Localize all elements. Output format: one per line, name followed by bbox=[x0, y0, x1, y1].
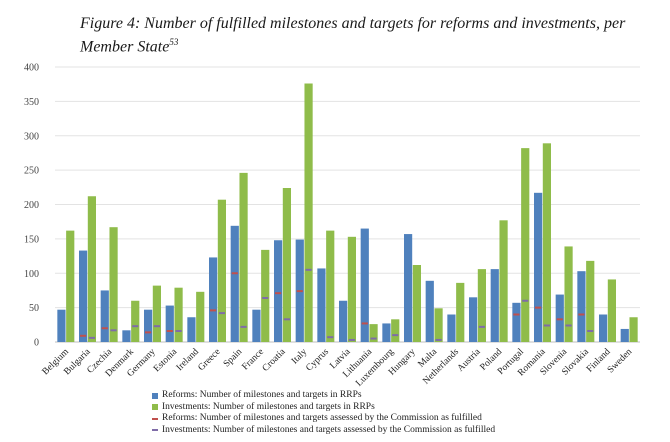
bar-reforms bbox=[79, 250, 88, 342]
bar-reforms bbox=[57, 309, 66, 342]
bar-investments bbox=[456, 282, 465, 342]
y-tick-label: 150 bbox=[24, 234, 39, 245]
bar-reforms bbox=[469, 297, 478, 342]
bar-reforms bbox=[599, 314, 608, 342]
bar-investments bbox=[326, 230, 335, 342]
bars bbox=[57, 83, 638, 342]
y-tick-label: 350 bbox=[24, 97, 39, 108]
bar-reforms bbox=[230, 225, 239, 342]
y-tick-label: 100 bbox=[24, 269, 39, 280]
x-tick-label: Ireland bbox=[175, 347, 201, 373]
fulfilled-markers bbox=[80, 268, 594, 341]
bar-reforms bbox=[404, 234, 413, 342]
bar-investments bbox=[521, 148, 530, 342]
bar-investments bbox=[564, 246, 573, 342]
y-tick-label: 0 bbox=[34, 338, 39, 349]
bar-reforms bbox=[447, 314, 456, 342]
bar-investments bbox=[391, 319, 400, 342]
bar-investments bbox=[499, 220, 508, 342]
y-tick-label: 50 bbox=[29, 303, 39, 314]
y-axis-ticks: 0 50 100 150 200 250 300 350 400 bbox=[24, 63, 39, 349]
y-tick-label: 200 bbox=[24, 200, 39, 211]
bar-reforms bbox=[512, 302, 521, 342]
bar-reforms bbox=[209, 257, 218, 342]
bar-investments bbox=[239, 172, 248, 342]
bar-reforms bbox=[382, 323, 391, 342]
bar-investments bbox=[542, 143, 551, 342]
bar-investments bbox=[87, 196, 96, 342]
legend-label-investments-fulfilled: Investments: Number of milestones and ta… bbox=[162, 424, 496, 435]
x-tick-label: Cyprus bbox=[304, 347, 331, 374]
bar-investments bbox=[477, 269, 486, 342]
bar-investments bbox=[607, 279, 616, 342]
bar-reforms bbox=[274, 240, 283, 342]
legend-item-reforms: Reforms: Number of milestones and target… bbox=[152, 390, 495, 402]
bar-investments bbox=[109, 227, 118, 342]
x-tick-label: Estonia bbox=[152, 346, 180, 374]
bar-reforms bbox=[360, 228, 369, 342]
bar-reforms bbox=[100, 290, 109, 342]
bar-investments bbox=[369, 324, 378, 342]
bar-investments bbox=[347, 236, 356, 342]
x-axis-labels: BelgiumBulgariaCzechiaDenmarkGermanyEsto… bbox=[41, 346, 635, 388]
x-tick-label: Austria bbox=[456, 346, 483, 373]
bar-investments bbox=[152, 285, 161, 342]
bar-investments bbox=[217, 199, 226, 342]
legend-swatch-investments bbox=[152, 404, 158, 411]
y-tick-label: 400 bbox=[24, 63, 39, 74]
legend-item-investments-fulfilled: Investments: Number of milestones and ta… bbox=[152, 425, 495, 437]
x-tick-label: Croatia bbox=[261, 347, 288, 374]
legend-label-reforms-fulfilled: Reforms: Number of milestones and target… bbox=[162, 413, 482, 423]
y-tick-label: 250 bbox=[24, 166, 39, 177]
y-tick-label: 300 bbox=[24, 131, 39, 142]
legend-item-investments: Investments: Number of milestones and ta… bbox=[152, 402, 495, 414]
x-tick-label: Greece bbox=[197, 347, 223, 373]
bar-reforms bbox=[339, 300, 348, 342]
legend-label-reforms: Reforms: Number of milestones and target… bbox=[162, 390, 362, 400]
bar-investments bbox=[304, 83, 313, 342]
legend: Reforms: Number of milestones and target… bbox=[152, 390, 495, 436]
legend-label-investments: Investments: Number of milestones and ta… bbox=[162, 401, 375, 412]
figure-title: Figure 4: Number of fulfilled milestones… bbox=[80, 14, 640, 56]
bar-reforms bbox=[122, 330, 131, 342]
bar-chart: 0 50 100 150 200 250 300 350 400 BelgiumBulgaria… bbox=[24, 63, 640, 389]
legend-swatch-reforms bbox=[152, 392, 158, 399]
bar-investments bbox=[196, 291, 205, 342]
bar-investments bbox=[412, 265, 421, 342]
bar-reforms bbox=[555, 294, 564, 342]
bar-reforms bbox=[165, 305, 174, 342]
bar-reforms bbox=[620, 328, 629, 342]
bar-investments bbox=[282, 188, 291, 342]
bar-reforms bbox=[534, 192, 543, 342]
bar-investments bbox=[629, 317, 638, 342]
bar-investments bbox=[66, 230, 75, 342]
bar-investments bbox=[131, 300, 140, 342]
gridlines bbox=[55, 66, 640, 343]
bar-reforms bbox=[490, 269, 499, 342]
figure-title-text: Figure 4: Number of fulfilled milestones… bbox=[80, 15, 626, 56]
bar-investments bbox=[586, 260, 595, 342]
bar-reforms bbox=[425, 280, 434, 342]
bar-investments bbox=[434, 308, 443, 342]
legend-item-reforms-fulfilled: Reforms: Number of milestones and target… bbox=[152, 413, 495, 425]
bar-reforms bbox=[144, 309, 153, 342]
bar-reforms bbox=[317, 268, 326, 342]
bar-reforms bbox=[187, 317, 196, 342]
x-tick-label: Sweden bbox=[606, 347, 635, 376]
bar-investments bbox=[261, 249, 270, 342]
bar-reforms bbox=[252, 309, 261, 342]
legend-dash-investments-fulfilled bbox=[152, 429, 158, 432]
bar-investments bbox=[174, 287, 183, 342]
footnote-ref: 53 bbox=[169, 37, 179, 47]
bar-reforms bbox=[577, 271, 586, 342]
legend-dash-reforms-fulfilled bbox=[152, 417, 158, 420]
